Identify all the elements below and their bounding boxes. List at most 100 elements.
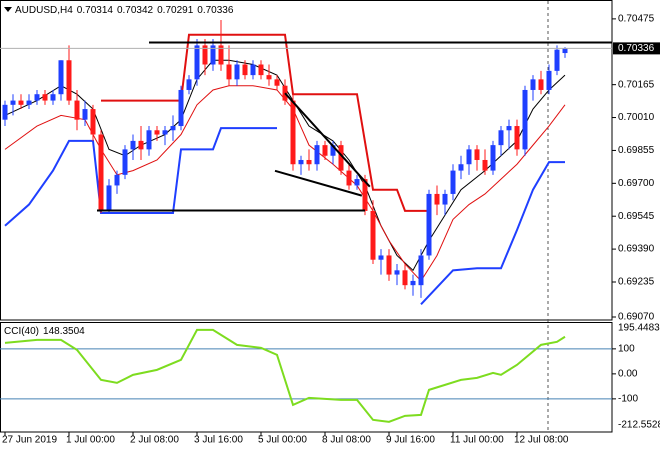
candle-body [90, 109, 96, 135]
candle-body [522, 89, 528, 150]
candle-body [114, 174, 120, 186]
candle-body [82, 109, 88, 120]
candle-body [402, 270, 408, 286]
y-tick-label: 0.70165 [618, 79, 655, 90]
candle-body [530, 79, 536, 90]
trendline [274, 169, 363, 197]
chart-header: AUDUSD,H4 0.70314 0.70342 0.70291 0.70336 [15, 5, 234, 16]
candle-body [258, 64, 264, 76]
candle-body [42, 94, 48, 101]
candle-body [138, 140, 144, 150]
candle-body [186, 79, 192, 90]
candle-body [2, 104, 8, 120]
candle-body [538, 79, 544, 90]
candle-body [234, 64, 240, 80]
y-tick-label: 0.69700 [618, 178, 655, 189]
x-tick-label: 1 Jul 00:00 [66, 435, 115, 446]
candle-body [378, 255, 384, 260]
candle-body [250, 64, 256, 76]
candle-body [434, 193, 440, 205]
candle-body [338, 145, 344, 171]
candle-body [394, 270, 400, 275]
candle-body [458, 164, 464, 171]
candle-body [218, 45, 224, 65]
indicator-y-tick-label: 0.00 [618, 369, 638, 380]
candle-body [490, 145, 496, 171]
indicator-title: CCI(40) [4, 326, 39, 337]
x-tick-label: 2 Jul 08:00 [130, 435, 179, 446]
candle-body [290, 100, 296, 165]
candle-body [18, 100, 24, 105]
candle-body [442, 193, 448, 205]
indicator-plot [0, 328, 612, 423]
candle-body [202, 45, 208, 65]
cci-line [4, 328, 566, 423]
y-tick-label: 0.69390 [618, 244, 655, 255]
x-tick-label: 27 Jun 2019 [2, 435, 57, 446]
candle-body [274, 79, 280, 86]
candle-body [122, 149, 128, 175]
candle-body [266, 75, 272, 80]
candle-body [34, 94, 40, 101]
y-tick-label: 0.69855 [618, 145, 655, 156]
chart-title: AUDUSD,H4 [15, 5, 73, 16]
candle-body [386, 255, 392, 275]
candle-body [162, 130, 168, 135]
candle-body [74, 100, 80, 120]
x-tick-label: 8 Jul 08:00 [322, 435, 371, 446]
candle-body [546, 70, 552, 90]
y-tick-label: 0.69235 [618, 277, 655, 288]
candle-body [354, 179, 360, 186]
indicator-y-tick-label: 100 [618, 344, 635, 355]
candle-body [66, 60, 72, 101]
axes: 0.70475 0.70165 0.70010 0.69855 0.69700 0.695… [2, 14, 660, 446]
y-tick-label: 0.70475 [618, 14, 655, 25]
candle-body [282, 85, 288, 101]
candle-body [50, 94, 56, 101]
current-price-label: 0.70336 [618, 43, 655, 54]
candle-body [194, 45, 200, 80]
candle-body [346, 170, 352, 186]
y-tick-label: 0.69545 [618, 211, 655, 222]
current-price-box [613, 42, 660, 55]
candle-body [226, 64, 232, 80]
candle-body [474, 149, 480, 160]
candle-body [170, 126, 176, 131]
indicator-line [101, 33, 429, 212]
header-high: 0.70342 [117, 5, 154, 16]
y-tick-label: 0.69070 [618, 312, 655, 323]
symbol-icon [4, 7, 12, 12]
indicator-header: CCI(40) 148.3504 [4, 326, 85, 337]
candle-body [506, 126, 512, 131]
candle-body [482, 159, 488, 171]
x-tick-label: 3 Jul 16:00 [194, 435, 243, 446]
indicator-y-tick-label: -100 [618, 394, 638, 405]
candle-body [514, 126, 520, 150]
candle-body [26, 100, 32, 105]
x-tick-label: 5 Jul 00:00 [258, 435, 307, 446]
candle-body [146, 130, 152, 150]
candle-body [426, 193, 432, 256]
candle-body [106, 185, 112, 211]
candle-body [210, 45, 216, 65]
candle-body [154, 130, 160, 135]
candle-body [58, 60, 64, 95]
header-close: 0.70336 [197, 5, 234, 16]
trendline [284, 92, 371, 188]
candle-body [98, 134, 104, 211]
candle-body [562, 48, 568, 54]
indicator-line [4, 59, 566, 272]
y-tick-label: 0.70010 [618, 112, 655, 123]
candle-body [330, 145, 336, 156]
indicator-panel [0, 322, 613, 433]
header-low: 0.70291 [157, 5, 194, 16]
candle-body [362, 179, 368, 211]
price-plot [0, 19, 612, 305]
candle-body [450, 170, 456, 194]
candle-body [130, 140, 136, 150]
indicator-limit-label: 195.4483 [618, 323, 660, 334]
candle-body [554, 49, 560, 71]
